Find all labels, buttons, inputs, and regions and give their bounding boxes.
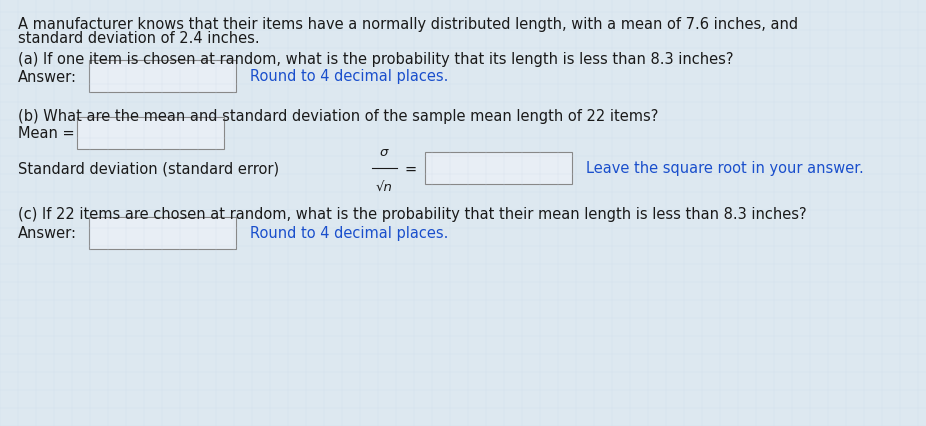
FancyBboxPatch shape bbox=[89, 61, 236, 93]
FancyBboxPatch shape bbox=[77, 118, 224, 150]
Text: Leave the square root in your answer.: Leave the square root in your answer. bbox=[586, 161, 864, 176]
FancyBboxPatch shape bbox=[89, 218, 236, 249]
Text: Standard deviation (standard error): Standard deviation (standard error) bbox=[18, 161, 279, 176]
Text: standard deviation of 2.4 inches.: standard deviation of 2.4 inches. bbox=[18, 31, 259, 46]
Text: Answer:: Answer: bbox=[18, 69, 77, 84]
Text: √n: √n bbox=[376, 181, 393, 193]
Text: =: = bbox=[404, 161, 416, 176]
Text: Round to 4 decimal places.: Round to 4 decimal places. bbox=[250, 226, 448, 241]
Text: A manufacturer knows that their items have a normally distributed length, with a: A manufacturer knows that their items ha… bbox=[18, 17, 798, 32]
Text: Mean =: Mean = bbox=[18, 126, 75, 141]
Text: (a) If one item is chosen at random, what is the probability that its length is : (a) If one item is chosen at random, wha… bbox=[18, 52, 733, 67]
Text: (b) What are the mean and standard deviation of the sample mean length of 22 ite: (b) What are the mean and standard devia… bbox=[18, 109, 658, 124]
Text: σ: σ bbox=[380, 146, 388, 158]
Text: Answer:: Answer: bbox=[18, 226, 77, 241]
Text: (c) If 22 items are chosen at random, what is the probability that their mean le: (c) If 22 items are chosen at random, wh… bbox=[18, 207, 807, 222]
Text: Round to 4 decimal places.: Round to 4 decimal places. bbox=[250, 69, 448, 84]
FancyBboxPatch shape bbox=[425, 153, 572, 184]
